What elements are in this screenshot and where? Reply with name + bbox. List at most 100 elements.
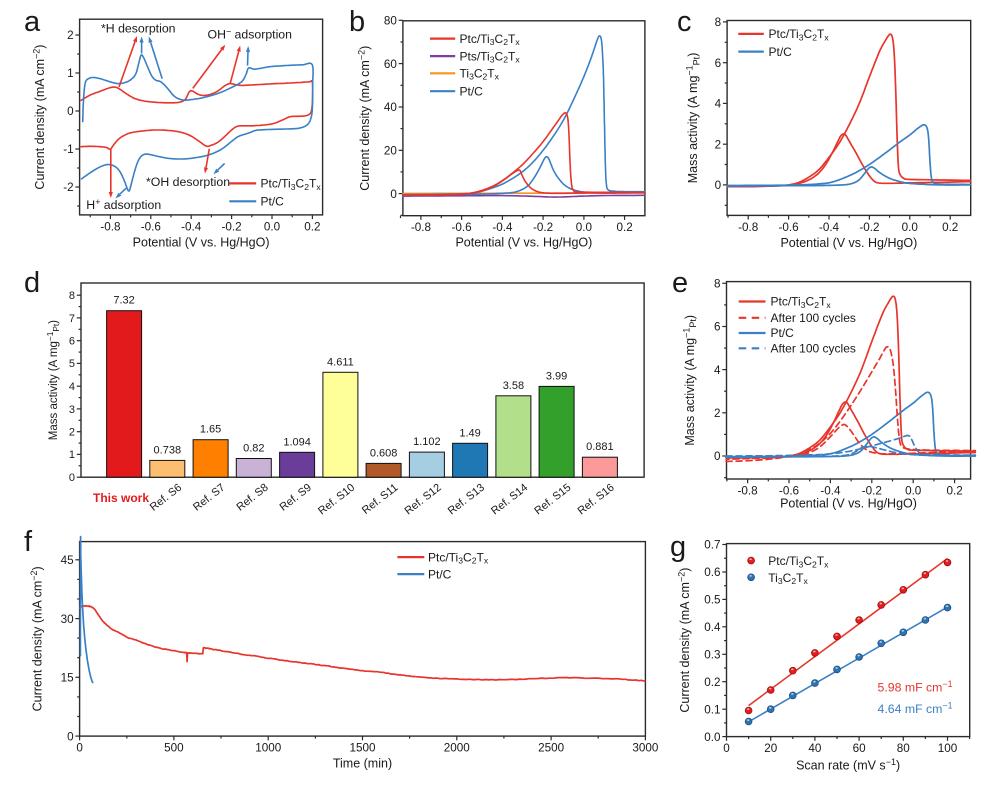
svg-text:g: g [670,531,686,563]
svg-text:Ref. S6: Ref. S6 [148,482,184,514]
svg-text:45: 45 [61,554,75,567]
svg-text:Pt/C: Pt/C [428,567,452,581]
svg-text:-0.8: -0.8 [738,485,758,498]
svg-text:1000: 1000 [255,742,282,755]
svg-text:6: 6 [714,321,721,334]
svg-text:2000: 2000 [444,742,471,755]
svg-text:0.738: 0.738 [154,444,182,456]
svg-text:40: 40 [808,742,822,755]
svg-text:100: 100 [938,742,958,755]
svg-text:After 100 cycles: After 100 cycles [771,342,856,356]
svg-text:-0.8: -0.8 [100,220,120,233]
svg-text:0.1: 0.1 [704,703,720,716]
svg-text:Pt/C: Pt/C [261,194,285,208]
svg-text:-0.2: -0.2 [862,485,882,498]
svg-text:0: 0 [723,742,730,755]
svg-text:0.2: 0.2 [942,221,958,234]
svg-text:Ref. S15: Ref. S15 [532,482,573,518]
svg-text:e: e [672,267,688,299]
svg-text:40: 40 [384,101,398,114]
svg-text:0.2: 0.2 [616,221,632,234]
svg-text:Ptc/Ti3C2Tx: Ptc/Ti3C2Tx [261,177,322,192]
svg-text:*OH desorption: *OH desorption [146,175,230,189]
svg-text:-1: -1 [63,143,73,156]
svg-text:-0.2: -0.2 [859,221,879,234]
svg-text:Ti3C2Tx: Ti3C2Tx [768,571,808,586]
svg-text:Ref. S7: Ref. S7 [191,482,227,514]
svg-text:500: 500 [164,742,184,755]
svg-text:Pts/Ti3C2Tx: Pts/Ti3C2Tx [460,49,521,64]
svg-text:Ref. S11: Ref. S11 [360,482,400,517]
svg-text:Potential (V vs. Hg/HgO): Potential (V vs. Hg/HgO) [133,236,270,250]
svg-text:0.608: 0.608 [370,447,398,459]
svg-text:3.99: 3.99 [546,370,567,382]
svg-text:3.58: 3.58 [503,380,524,392]
svg-text:0.4: 0.4 [704,621,721,634]
svg-text:-0.4: -0.4 [820,485,841,498]
svg-text:Potential (V vs. Hg/HgO): Potential (V vs. Hg/HgO) [780,497,917,511]
svg-text:0: 0 [76,742,83,755]
svg-text:Mass activity (A mg−1Pt): Mass activity (A mg−1Pt) [45,320,61,440]
svg-text:0.0: 0.0 [905,485,922,498]
svg-text:-0.8: -0.8 [738,221,758,234]
svg-text:-0.6: -0.6 [779,485,799,498]
svg-text:This work: This work [93,491,149,505]
svg-text:0.881: 0.881 [586,441,614,453]
svg-text:7: 7 [69,313,75,325]
svg-text:1.094: 1.094 [283,436,311,448]
svg-text:80: 80 [384,15,398,28]
svg-text:-0.8: -0.8 [411,221,431,234]
svg-text:8: 8 [715,16,722,29]
svg-text:Ptc/Ti3C2Tx: Ptc/Ti3C2Tx [428,550,489,565]
svg-text:1.102: 1.102 [413,436,441,448]
svg-text:0.0: 0.0 [704,731,721,744]
svg-text:15: 15 [61,672,75,685]
svg-text:2: 2 [67,29,74,42]
svg-text:Ref. S13: Ref. S13 [446,482,487,518]
svg-text:-0.4: -0.4 [819,221,840,234]
svg-text:30: 30 [61,613,75,626]
svg-text:0.0: 0.0 [576,221,593,234]
svg-text:Ref. S12: Ref. S12 [403,482,444,518]
svg-text:Ptc/Ti3C2Tx: Ptc/Ti3C2Tx [460,32,521,47]
svg-text:4.611: 4.611 [327,356,354,368]
svg-text:80: 80 [897,742,911,755]
svg-text:Mass activity (A mg−1Pt): Mass activity (A mg−1Pt) [685,53,702,184]
svg-text:1500: 1500 [349,742,376,755]
svg-text:3: 3 [69,404,75,416]
svg-text:0: 0 [714,450,721,463]
svg-text:2: 2 [714,407,721,420]
svg-text:1.65: 1.65 [200,424,221,436]
svg-text:b: b [349,6,365,38]
svg-text:Ref. S10: Ref. S10 [316,482,357,518]
svg-text:20: 20 [764,742,778,755]
svg-text:3000: 3000 [632,742,659,755]
svg-text:1: 1 [69,449,75,461]
svg-text:0: 0 [390,188,397,201]
svg-text:5: 5 [69,358,75,370]
svg-text:After 100 cycles: After 100 cycles [771,311,856,325]
svg-text:0.7: 0.7 [704,539,720,552]
svg-text:Scan rate (mV s−1): Scan rate (mV s−1) [796,757,900,772]
svg-text:60: 60 [853,742,867,755]
svg-text:2: 2 [69,427,75,439]
svg-text:-0.6: -0.6 [452,221,472,234]
svg-text:Ref. S8: Ref. S8 [234,482,270,514]
svg-text:Ptc/Ti3C2Tx: Ptc/Ti3C2Tx [769,27,830,42]
svg-text:OH− adsorption: OH− adsorption [208,26,293,41]
svg-text:6: 6 [715,57,722,70]
svg-text:0: 0 [715,179,722,192]
svg-text:Time (min): Time (min) [333,757,392,771]
svg-text:60: 60 [384,58,398,71]
svg-text:4: 4 [69,381,75,393]
svg-text:1: 1 [67,67,74,80]
svg-text:0: 0 [69,472,75,484]
svg-text:8: 8 [714,278,721,291]
svg-text:Ti3C2Tx: Ti3C2Tx [460,67,500,82]
svg-text:Current density (mA cm−2): Current density (mA cm−2) [29,566,44,711]
svg-text:0.5: 0.5 [704,594,721,607]
svg-text:Pt/C: Pt/C [771,326,795,340]
svg-text:2500: 2500 [538,742,565,755]
svg-text:0.0: 0.0 [902,221,919,234]
svg-text:7.32: 7.32 [113,295,134,307]
